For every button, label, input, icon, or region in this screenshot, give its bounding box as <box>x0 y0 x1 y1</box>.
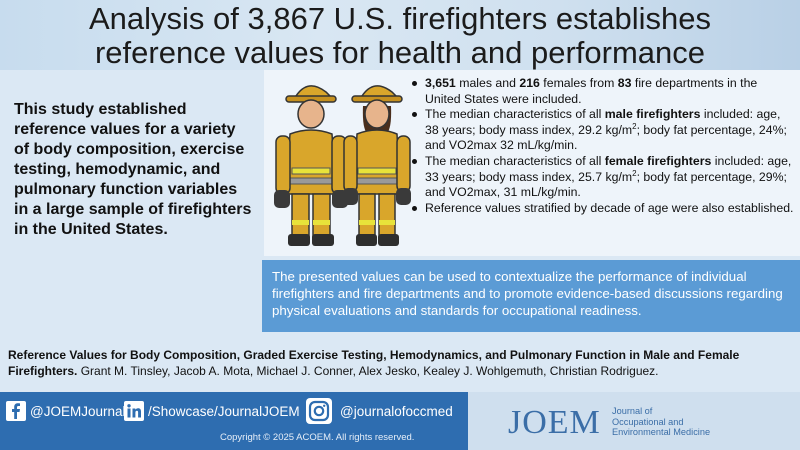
linkedin-link[interactable]: /Showcase/JournalJOEM <box>124 400 300 422</box>
facebook-handle: @JOEMJournal <box>30 403 126 419</box>
finding-sample-size: 3,651 males and 216 females from 83 fire… <box>412 76 796 107</box>
finding-reference-values: Reference values stratified by decade of… <box>412 201 796 217</box>
instagram-link[interactable]: @journalofoccmed <box>306 398 453 424</box>
footer-social-bar <box>0 392 468 450</box>
journal-full-name: Journal of Occupational and Environmenta… <box>612 406 711 437</box>
male-firefighter <box>274 85 348 246</box>
title-line-1: Analysis of 3,867 U.S. firefighters esta… <box>88 1 712 36</box>
conclusion-box: The presented values can be used to cont… <box>262 260 800 332</box>
title-band <box>0 0 800 70</box>
title-line-2: reference values for health and performa… <box>94 35 706 70</box>
article-title: Reference Values for Body Composition, G… <box>8 348 740 378</box>
instagram-handle: @journalofoccmed <box>340 403 453 419</box>
key-findings-list: 3,651 males and 216 females from 83 fire… <box>412 76 796 216</box>
instagram-icon <box>306 398 332 424</box>
facebook-link[interactable]: @JOEMJournal <box>6 400 125 422</box>
linkedin-icon <box>124 401 144 421</box>
firefighter-illustration <box>274 85 411 246</box>
copyright-notice: Copyright © 2025 ACOEM. All rights reser… <box>220 432 415 443</box>
facebook-icon <box>6 401 26 421</box>
article-authors: Grant M. Tinsley, Jacob A. Mota, Michael… <box>80 363 659 378</box>
page-title: Analysis of 3,867 U.S. firefighters esta… <box>0 2 800 70</box>
finding-female-characteristics: The median characteristics of all female… <box>412 154 796 201</box>
joem-logo: JOEM <box>508 404 601 441</box>
female-firefighter <box>343 85 411 246</box>
finding-male-characteristics: The median characteristics of all male f… <box>412 107 796 154</box>
citation: Reference Values for Body Composition, G… <box>8 348 798 379</box>
linkedin-handle: /Showcase/JournalJOEM <box>148 403 300 419</box>
footer-logo-area <box>468 392 800 450</box>
study-summary: This study established reference values … <box>14 101 252 238</box>
